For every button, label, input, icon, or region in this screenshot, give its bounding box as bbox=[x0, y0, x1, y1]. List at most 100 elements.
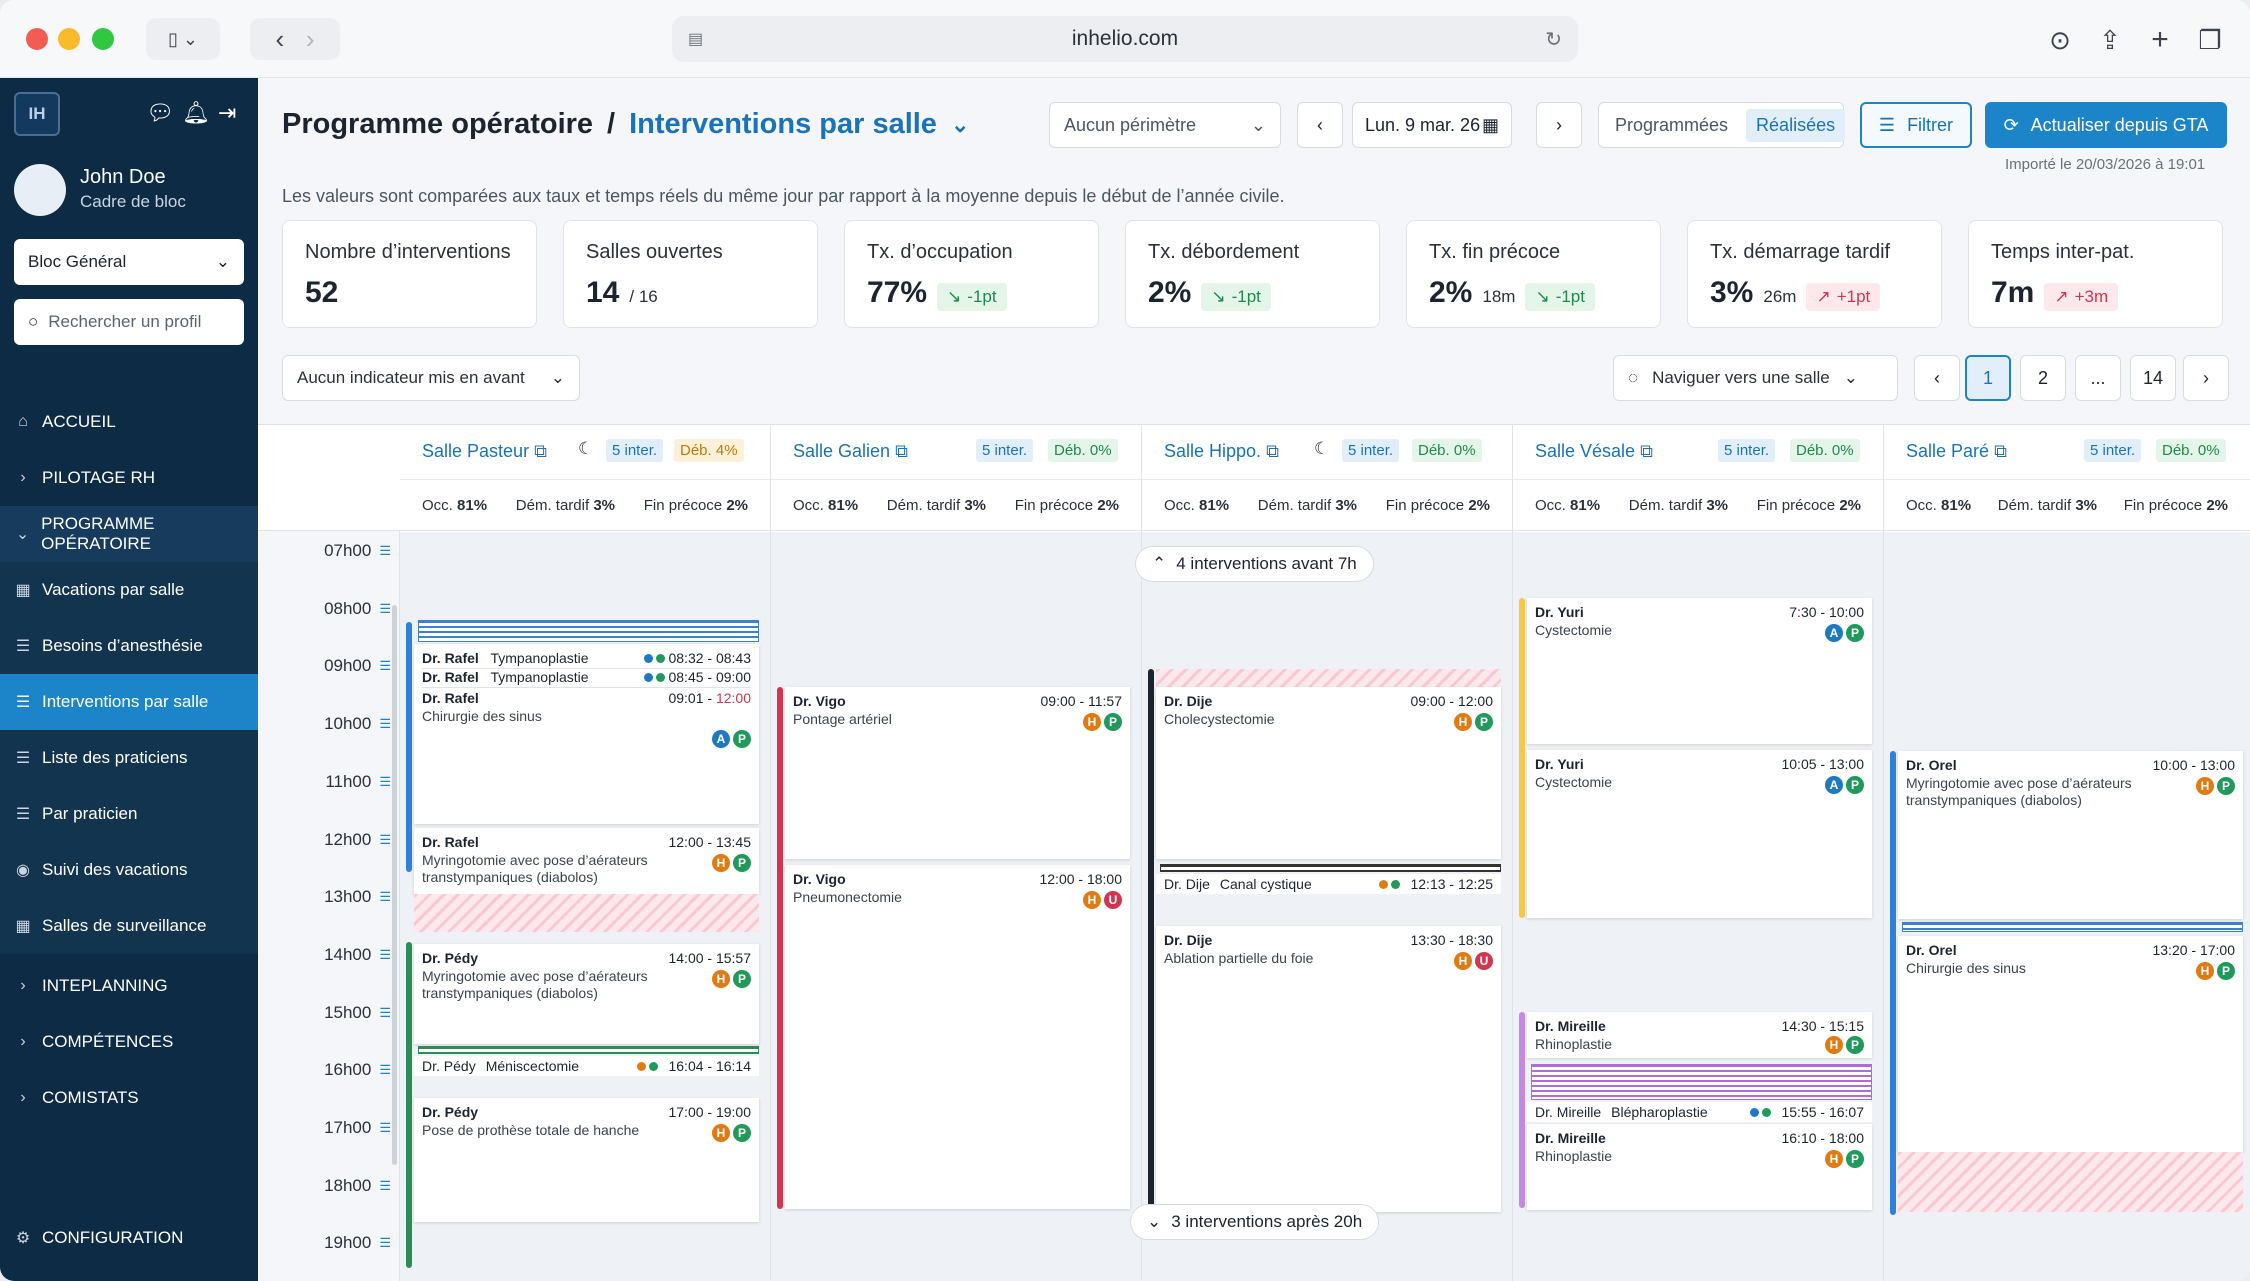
after-20h-toggle[interactable]: ⌄ 3 interventions après 20h bbox=[1130, 1204, 1380, 1240]
kpi-card[interactable]: Tx. fin précoce 2% 18m ↘ -1pt bbox=[1406, 220, 1661, 328]
filter-button[interactable]: ☰ Filtrer bbox=[1860, 102, 1972, 148]
chevron-down-icon[interactable]: ⌄ bbox=[950, 111, 970, 137]
kpi-card[interactable]: Temps inter-pat. 7m ↗ +3m bbox=[1968, 220, 2223, 328]
hour-menu-icon[interactable]: ☰ bbox=[379, 1004, 391, 1020]
page-prev-button[interactable]: ‹ bbox=[1914, 355, 1960, 401]
profile-search-input[interactable]: ○ Rechercher un profil bbox=[14, 299, 244, 345]
intervention-card[interactable]: Dr. Dije 13:30 - 18:30 Ablation partielle… bbox=[1156, 926, 1501, 1212]
nav-suivi-vacations[interactable]: ◉ Suivi des vacations bbox=[0, 842, 258, 898]
hour-menu-icon[interactable]: ☰ bbox=[379, 1062, 391, 1078]
delta-value: -1pt bbox=[1231, 287, 1261, 306]
intervention-card[interactable]: Dr. Rafel 12:00 - 13:45 Myringotomie avec… bbox=[414, 828, 759, 894]
toggle-programmees[interactable]: Programmées bbox=[1615, 114, 1729, 135]
intervention-card[interactable]: Dr. Vigo 09:00 - 11:57 Pontage artériel H… bbox=[785, 687, 1130, 859]
hour-menu-icon[interactable]: ☰ bbox=[379, 543, 391, 558]
intervention-card[interactable]: Dr. Orel 13:20 - 17:00 Chirurgie des sinu… bbox=[1898, 936, 2243, 1152]
nav-comistats[interactable]: › COMISTATS bbox=[0, 1070, 258, 1126]
room-name[interactable]: Salle Vésale ⧉ bbox=[1535, 441, 1653, 461]
delta-badge: ↘ -1pt bbox=[937, 283, 1007, 311]
nav-par-praticien[interactable]: ☰ Par praticien bbox=[0, 786, 258, 842]
hour-menu-icon[interactable]: ☰ bbox=[379, 658, 391, 674]
hour-menu-icon[interactable]: ☰ bbox=[379, 773, 391, 789]
breadcrumb-current[interactable]: Interventions par salle bbox=[629, 108, 937, 140]
maximize-window-button[interactable] bbox=[92, 28, 114, 50]
page-button[interactable]: 2 bbox=[2020, 355, 2066, 401]
toggle-realisees[interactable]: Réalisées bbox=[1746, 108, 1846, 142]
scrollbar[interactable] bbox=[392, 605, 397, 1165]
date-picker[interactable]: Lun. 9 mar. 26 ▦ bbox=[1352, 102, 1512, 148]
list-icon: ☰ bbox=[15, 694, 31, 711]
avatar[interactable] bbox=[14, 164, 66, 216]
intervention-card[interactable]: Dr. Mireille 14:30 - 15:15 Rhinoplastie H… bbox=[1527, 1012, 1872, 1058]
intervention-card[interactable]: Dr. Orel 10:00 - 13:00 Myringotomie avec … bbox=[1898, 751, 2243, 919]
breadcrumb-root[interactable]: Programme opératoire bbox=[282, 108, 594, 140]
nav-pilotage-rh[interactable]: › PILOTAGE RH bbox=[0, 450, 258, 506]
hour-menu-icon[interactable]: ☰ bbox=[379, 600, 391, 616]
share-icon[interactable]: ⇪ bbox=[2099, 24, 2121, 55]
bloc-select[interactable]: Bloc Général ⌄ bbox=[14, 239, 244, 285]
nav-salles-surveillance[interactable]: ▦ Salles de surveillance bbox=[0, 898, 258, 954]
intervention-strip[interactable]: Dr. Dije Canal cystique 12:13 - 12:25 bbox=[1156, 874, 1501, 894]
nav-inteplanning[interactable]: › INTEPLANNING bbox=[0, 958, 258, 1014]
kpi-card[interactable]: Tx. d’occupation 77% ↘ -1pt bbox=[844, 220, 1099, 328]
room-name[interactable]: Salle Paré ⧉ bbox=[1906, 441, 2007, 461]
hour-menu-icon[interactable]: ☰ bbox=[379, 716, 391, 732]
nav-interventions-par-salle[interactable]: ☰ Interventions par salle bbox=[0, 674, 258, 730]
perimetre-select[interactable]: Aucun périmètre ⌄ bbox=[1049, 102, 1281, 148]
hour-menu-icon[interactable]: ☰ bbox=[379, 946, 391, 962]
tabs-overview-icon[interactable]: ❐ bbox=[2198, 24, 2222, 55]
prev-day-button[interactable]: ‹ bbox=[1297, 102, 1343, 148]
new-tab-icon[interactable]: + bbox=[2151, 23, 2169, 56]
indicator-select[interactable]: Aucun indicateur mis en avant ⌄ bbox=[282, 355, 580, 401]
intervention-strip[interactable]: Dr. Pédy Méniscectomie 16:04 - 16:14 bbox=[414, 1056, 759, 1076]
logout-icon[interactable]: ⇥ bbox=[218, 100, 237, 125]
intervention-card[interactable]: Dr. Rafel Tympanoplastie 08:32 - 08:43 D… bbox=[414, 644, 759, 824]
nav-configuration[interactable]: ⚙ CONFIGURATION bbox=[0, 1210, 258, 1266]
hour-menu-icon[interactable]: ☰ bbox=[379, 1120, 391, 1135]
sidebar-toggle-icon[interactable]: ▯ ⌄ bbox=[146, 18, 220, 60]
hour-menu-icon[interactable]: ☰ bbox=[379, 831, 391, 847]
room-nav-select[interactable]: ◌ Naviguer vers une salle ⌄ bbox=[1613, 355, 1898, 401]
address-bar[interactable]: ▤ inhelio.com ↻ bbox=[672, 16, 1578, 62]
nav-accueil[interactable]: ⌂ ACCUEIL bbox=[0, 394, 258, 450]
back-icon[interactable]: ‹ bbox=[275, 23, 285, 54]
nav-vacations-par-salle[interactable]: ▦ Vacations par salle bbox=[0, 562, 258, 618]
intervention-card[interactable]: Dr. Pédy 17:00 - 19:00 Pose de prothèse t… bbox=[414, 1098, 759, 1222]
room-body: Dr. Dije 09:00 - 12:00 Cholecystectomie H… bbox=[1142, 532, 1512, 1281]
chat-icon[interactable]: 💬︎ bbox=[146, 100, 174, 125]
reload-icon[interactable]: ↻ bbox=[1545, 28, 1562, 51]
room-name[interactable]: Salle Pasteur ⧉ bbox=[422, 441, 547, 461]
close-window-button[interactable] bbox=[26, 28, 48, 50]
kpi-card[interactable]: Nombre d’interventions 52 bbox=[282, 220, 537, 328]
intervention-card[interactable]: Dr. Dije 09:00 - 12:00 Cholecystectomie H… bbox=[1156, 687, 1501, 859]
kpi-card[interactable]: Tx. débordement 2% ↘ -1pt bbox=[1125, 220, 1380, 328]
intervention-card[interactable]: Dr. Pédy 14:00 - 15:57 Myringotomie avec … bbox=[414, 944, 759, 1044]
hour-menu-icon[interactable]: ☰ bbox=[379, 1177, 391, 1193]
page-button[interactable]: 14 bbox=[2130, 355, 2176, 401]
forward-icon[interactable]: › bbox=[305, 23, 315, 54]
intervention-card[interactable]: Dr. Mireille 16:10 - 18:00 Rhinoplastie H… bbox=[1527, 1124, 1872, 1210]
refresh-gta-button[interactable]: ⟳ Actualiser depuis GTA bbox=[1985, 102, 2227, 148]
page-next-button[interactable]: › bbox=[2183, 355, 2229, 401]
kpi-card[interactable]: Tx. démarrage tardif 3% 26m ↗ +1pt bbox=[1687, 220, 1942, 328]
app-logo[interactable]: IH bbox=[14, 92, 60, 136]
nav-competences[interactable]: › COMPÉTENCES bbox=[0, 1014, 258, 1070]
minimize-window-button[interactable] bbox=[58, 28, 80, 50]
hour-menu-icon[interactable]: ☰ bbox=[379, 889, 391, 905]
next-day-button[interactable]: › bbox=[1536, 102, 1582, 148]
nav-liste-praticiens[interactable]: ☰ Liste des praticiens bbox=[0, 730, 258, 786]
bell-icon[interactable]: 🔔︎ bbox=[182, 100, 210, 125]
download-icon[interactable]: ⊙ bbox=[2049, 24, 2071, 55]
kpi-card[interactable]: Salles ouvertes 14 / 16 bbox=[563, 220, 818, 328]
nav-programme-operatoire[interactable]: ⌄ PROGRAMME OPÉRATOIRE bbox=[0, 506, 258, 562]
page-button[interactable]: 1 bbox=[1965, 355, 2011, 401]
room-name[interactable]: Salle Galien ⧉ bbox=[793, 441, 908, 461]
hour-menu-icon[interactable]: ☰ bbox=[379, 1235, 391, 1251]
intervention-strip[interactable]: Dr. Mireille Blépharoplastie 15:55 - 16:07 bbox=[1527, 1102, 1872, 1122]
nav-besoins-anesthesie[interactable]: ☰ Besoins d’anesthésie bbox=[0, 618, 258, 674]
before-7h-toggle[interactable]: ⌃ 4 interventions avant 7h bbox=[1135, 546, 1374, 582]
room-name[interactable]: Salle Hippo. ⧉ bbox=[1164, 441, 1279, 461]
